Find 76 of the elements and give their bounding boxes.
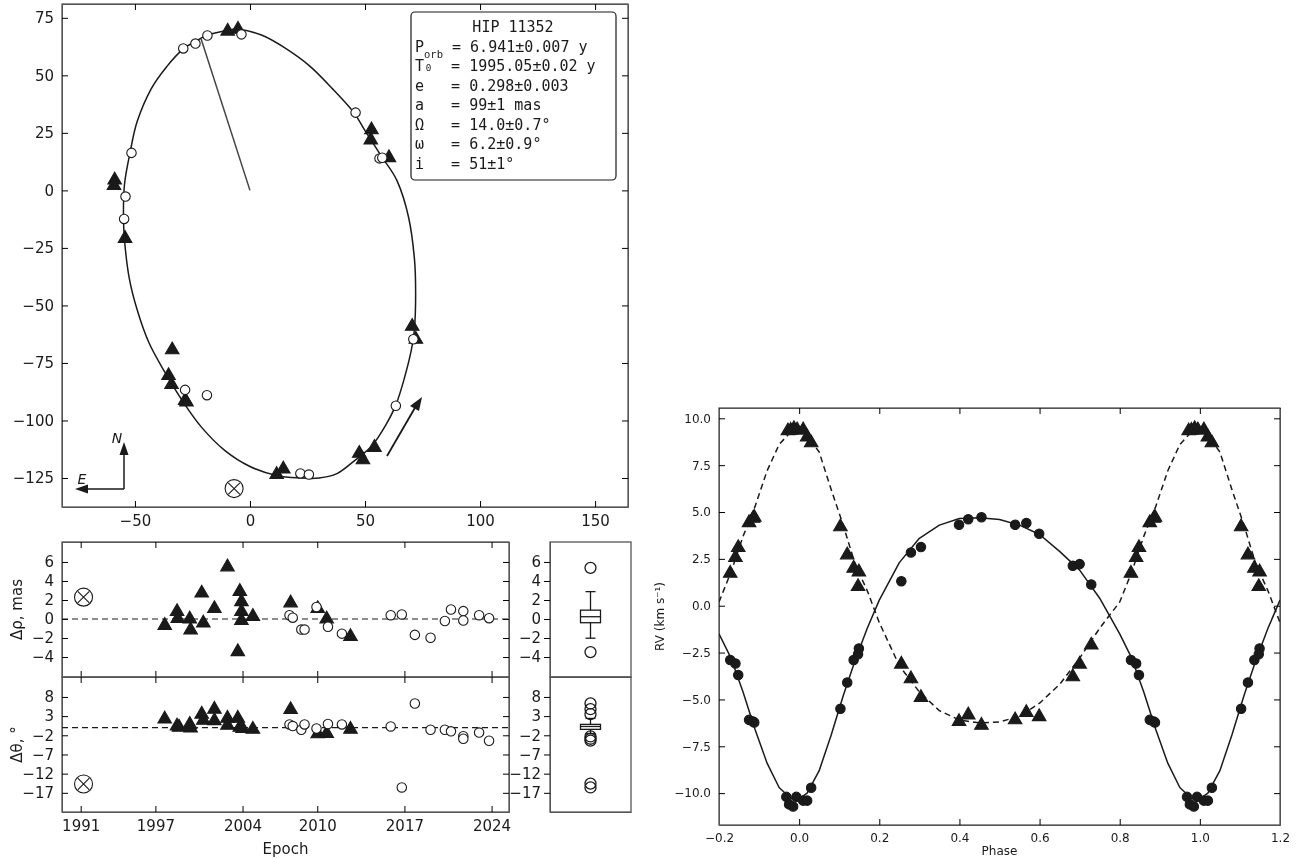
y-tick-label: 2.5 [691, 552, 711, 567]
x-tick-label: 2004 [223, 816, 263, 835]
x-tick-label: 0.0 [790, 830, 810, 845]
y-tick-label: −10.0 [674, 786, 711, 801]
annotation: N [111, 430, 123, 446]
y-tick-label: 8 [531, 688, 541, 707]
x-tick-label: −50 [119, 511, 152, 530]
y-tick-label: 4 [44, 572, 54, 591]
x-tick-label: 0.4 [950, 830, 970, 845]
x-tick-label: 50 [355, 511, 376, 530]
y-tick-label: −2.5 [681, 645, 711, 660]
annotation: i = 51±1° [415, 154, 515, 173]
annotation: HIP 11352 [472, 18, 554, 36]
x-tick-label: 1991 [62, 816, 101, 835]
y-tick-label: −17 [22, 784, 54, 803]
y-tick-label: −25 [22, 239, 54, 258]
x-tick-label: 100 [466, 511, 495, 530]
y-tick-label: −50 [22, 296, 54, 315]
y-tick-label: −125 [12, 469, 54, 488]
y-tick-label: −4 [518, 648, 541, 667]
y-tick-label: −2 [31, 726, 54, 745]
y-tick-label: −7 [31, 745, 54, 764]
y-tick-label: 7.5 [691, 458, 711, 473]
y-tick-label: 3 [531, 707, 541, 726]
y-tick-label: −12 [509, 764, 541, 783]
y-tick-label: 4 [531, 572, 541, 591]
y-tick-label: −12 [22, 764, 54, 783]
y-tick-label: 0 [531, 610, 541, 629]
y-tick-label: −2 [31, 629, 54, 648]
y-tick-label: 8 [44, 688, 54, 707]
x-tick-label: 2010 [298, 816, 337, 835]
annotation: a = 99±1 mas [415, 96, 542, 114]
y-tick-label: 10.0 [684, 411, 711, 426]
y-tick-label: 0 [44, 181, 54, 200]
x-tick-label: 0.6 [1030, 830, 1050, 845]
y-tick-label: −4 [31, 648, 54, 667]
y-tick-label: 0.0 [691, 599, 711, 614]
y-axis-title: Δθ, ° [8, 726, 26, 763]
annotation: e = 0.298±0.003 [415, 76, 569, 95]
y-tick-label: −100 [12, 411, 54, 430]
x-tick-label: 150 [581, 511, 610, 530]
y-axis-title: RV (km s⁻¹) [653, 582, 667, 651]
y-tick-label: 50 [34, 66, 54, 85]
x-tick-label: 2017 [385, 816, 424, 835]
y-tick-label: 75 [34, 9, 54, 28]
y-tick-label: −7.5 [681, 739, 711, 754]
annotation: P$_{orb}$ = 6.941±0.007 y [415, 37, 588, 60]
y-tick-label: 6 [531, 553, 541, 572]
y-tick-label: 2 [531, 591, 541, 610]
y-tick-label: −2 [518, 629, 541, 648]
y-tick-label: 3 [44, 707, 54, 726]
x-tick-label: 1997 [136, 816, 175, 835]
y-tick-label: 0 [44, 610, 54, 629]
annotation: T₀ = 1995.05±0.02 y [415, 57, 596, 75]
y-axis-title: Δρ, mas [8, 578, 26, 640]
y-tick-label: −7 [518, 745, 541, 764]
y-tick-label: −2 [518, 726, 541, 745]
x-axis-title: Epoch [262, 840, 309, 858]
x-tick-label: −0.2 [704, 830, 735, 845]
y-tick-label: 5.0 [691, 505, 711, 520]
x-axis-title: Phase [981, 844, 1018, 858]
y-tick-label: −5.0 [681, 692, 711, 707]
x-tick-label: 0 [245, 511, 256, 530]
x-tick-label: 1.0 [1190, 830, 1210, 845]
x-tick-label: 1.2 [1270, 830, 1291, 845]
y-tick-label: −75 [22, 354, 54, 373]
x-tick-label: 2024 [472, 816, 512, 835]
annotation: E [77, 471, 87, 487]
annotation: Ω = 14.0±0.7° [415, 115, 551, 134]
y-tick-label: −17 [509, 784, 541, 803]
x-tick-label: 0.2 [870, 830, 890, 845]
annotation: ω = 6.2±0.9° [415, 135, 542, 153]
y-tick-label: 2 [44, 591, 54, 610]
x-tick-label: 0.8 [1110, 830, 1130, 845]
y-tick-label: 25 [34, 124, 54, 143]
y-tick-label: 6 [44, 553, 54, 572]
